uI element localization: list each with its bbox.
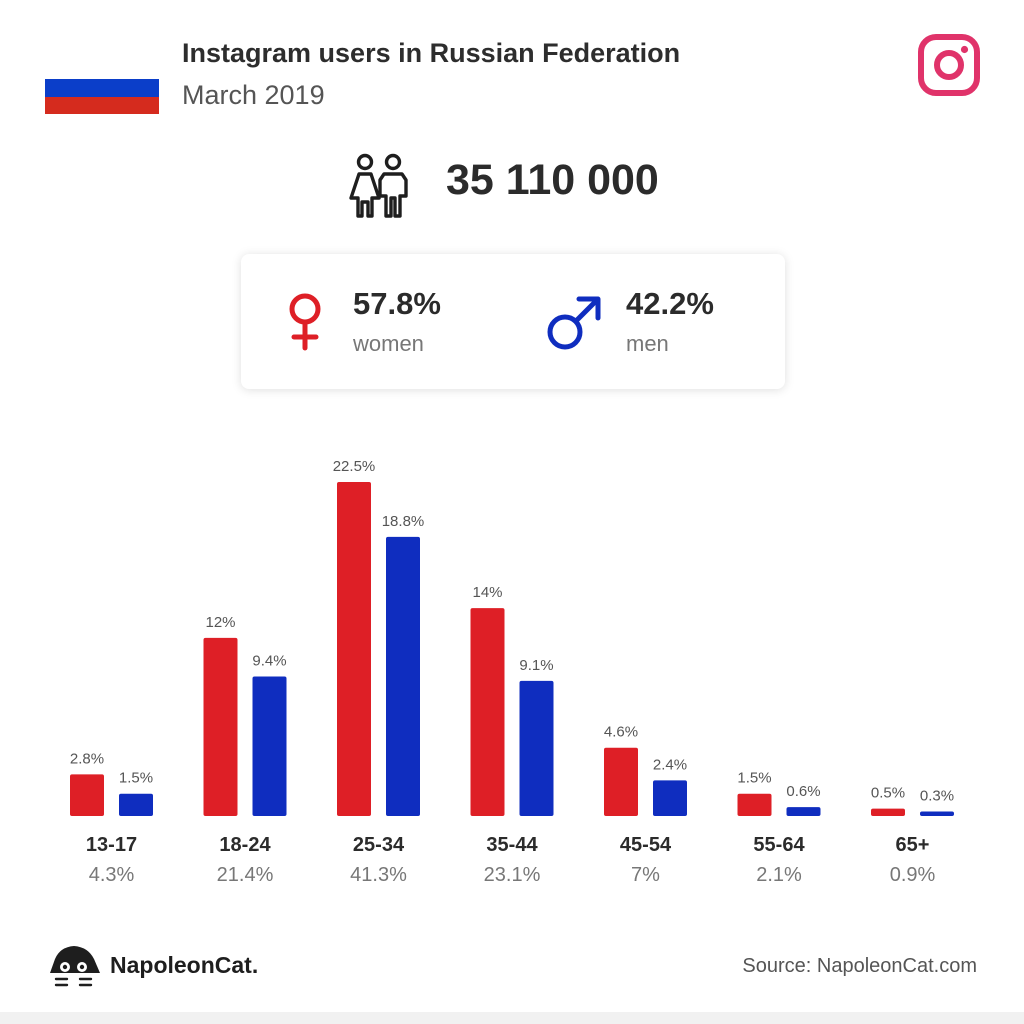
bar-women-45-54: [604, 747, 638, 816]
bar-women-18-24: [203, 637, 238, 816]
bar-men-45-54: [653, 780, 687, 816]
age-group-total: 7%: [631, 864, 660, 886]
page-subtitle: March 2019: [182, 80, 325, 110]
age-group-total: 23.1%: [483, 864, 541, 886]
data-label-women-55-64: 1.5%: [737, 770, 771, 787]
bar-women-65+: [871, 808, 905, 816]
age-group-total: 4.3%: [88, 864, 135, 886]
data-label-women-25-34: 22.5%: [333, 458, 376, 475]
age-group-label: 65+: [895, 834, 930, 856]
age-group-label: 55-64: [753, 834, 805, 856]
bar-women-55-64: [737, 793, 772, 816]
bar-men-25-34: [386, 536, 420, 816]
bar-men-55-64: [786, 807, 821, 816]
data-label-women-65+: 0.5%: [871, 785, 905, 802]
data-label-men-18-24: 9.4%: [252, 652, 286, 669]
data-label-women-18-24: 12%: [205, 614, 235, 631]
gender-card: 57.8% women 42.2% men: [241, 254, 785, 389]
bar-women-25-34: [337, 482, 371, 816]
data-label-men-13-17: 1.5%: [119, 770, 153, 787]
men-label: men: [626, 331, 669, 356]
footer-band: [0, 1012, 1024, 1024]
age-group-total: 2.1%: [756, 864, 802, 886]
page-title: Instagram users in Russian Federation: [182, 38, 681, 68]
data-label-men-65+: 0.3%: [920, 788, 954, 805]
data-label-women-35-44: 14%: [472, 584, 502, 601]
instagram-icon: [918, 34, 980, 96]
data-label-men-55-64: 0.6%: [786, 783, 820, 800]
data-label-men-35-44: 9.1%: [519, 657, 553, 674]
bar-women-35-44: [470, 608, 505, 816]
bar-men-18-24: [252, 676, 287, 816]
men-percentage: 42.2%: [626, 286, 714, 321]
data-label-men-45-54: 2.4%: [653, 756, 687, 773]
data-label-men-25-34: 18.8%: [382, 513, 425, 530]
age-group-label: 45-54: [619, 834, 672, 856]
data-label-women-45-54: 4.6%: [604, 724, 638, 741]
age-group-label: 13-17: [85, 834, 138, 856]
age-group-total: 0.9%: [889, 864, 936, 886]
bar-men-35-44: [519, 680, 554, 816]
people-icon: [349, 153, 408, 218]
bar-men-13-17: [119, 793, 153, 816]
male-symbol-icon: [547, 296, 601, 350]
data-label-women-13-17: 2.8%: [70, 750, 104, 767]
brand-name: NapoleonCat.: [110, 952, 259, 978]
bar-men-65+: [920, 811, 954, 816]
women-label: women: [353, 331, 424, 356]
bar-women-13-17: [70, 774, 104, 816]
age-group-total: 41.3%: [350, 864, 407, 886]
napoleoncat-logo-icon: [50, 946, 100, 987]
female-symbol-icon: [289, 293, 321, 351]
age-group-label: 18-24: [219, 834, 271, 856]
source-text: Source: NapoleonCat.com: [742, 955, 977, 977]
russia-flag-icon: [45, 62, 159, 114]
age-gender-bar-chart: 2.8% 1.5% 12% 9.4% 22.5% 18.8% 14% 9.1% 4.6% 2.4%…: [70, 458, 954, 816]
age-group-label: 35-44: [486, 834, 538, 856]
age-group-label: 25-34: [352, 834, 405, 856]
age-group-total: 21.4%: [216, 864, 274, 886]
women-percentage: 57.8%: [353, 286, 441, 321]
total-users: 35 110 000: [446, 156, 659, 204]
